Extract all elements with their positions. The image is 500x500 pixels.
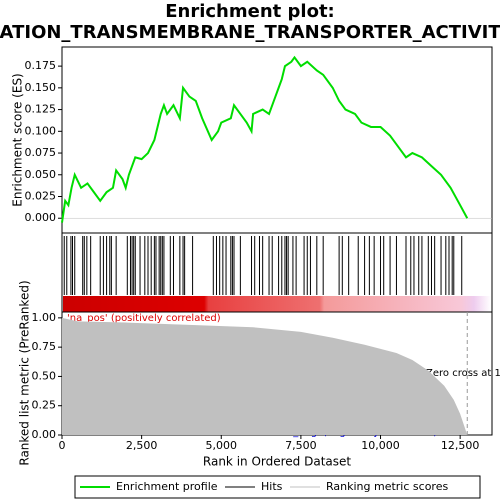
y-tick-label: 0.175 (25, 59, 57, 72)
es-line (61, 55, 469, 223)
x-axis-title: Rank in Ordered Dataset (203, 455, 351, 469)
y-tick-label: 0.150 (25, 81, 57, 94)
y-tick-label: 0.125 (25, 103, 57, 116)
chart-subtitle: CATION_TRANSMEMBRANE_TRANSPORTER_ACTIVIT… (0, 22, 500, 43)
x-tick-label: 5,000 (206, 439, 238, 452)
chart-title: Enrichment plot: (165, 1, 335, 22)
y3-tick-label: 0.00 (32, 428, 57, 441)
y-tick-label: 0.100 (25, 124, 57, 137)
x-tick-label: 10,000 (361, 439, 400, 452)
legend (74, 475, 481, 499)
pos-annotation: 'na_pos' (positively correlated) (67, 313, 221, 324)
y-tick-label: 0.025 (25, 189, 57, 202)
y-tick-label: 0.075 (25, 146, 57, 159)
y-tick-label: 0.000 (25, 211, 57, 224)
x-tick-label: 2,500 (126, 439, 158, 452)
legend-label: Hits (261, 480, 283, 493)
legend-label: Ranking metric scores (326, 480, 448, 493)
y3-tick-label: 1.00 (32, 311, 57, 324)
legend-label: Enrichment profile (116, 480, 218, 493)
y-tick-label: 0.050 (25, 168, 57, 181)
rank-colorbar (63, 296, 491, 312)
y3-tick-label: 0.75 (32, 340, 57, 353)
y3-axis-title: Ranked list metric (PreRanked) (18, 280, 32, 465)
x-tick-label: 12,500 (441, 439, 480, 452)
zero-cross-annotation: Zero cross at 1 (426, 368, 500, 379)
y3-tick-label: 0.50 (32, 369, 57, 382)
y3-tick-label: 0.25 (32, 399, 57, 412)
y-axis-title: Enrichment score (ES) (11, 73, 25, 206)
x-tick-label: 0 (59, 439, 66, 452)
metric-area (62, 317, 468, 435)
x-tick-label: 7,500 (285, 439, 317, 452)
